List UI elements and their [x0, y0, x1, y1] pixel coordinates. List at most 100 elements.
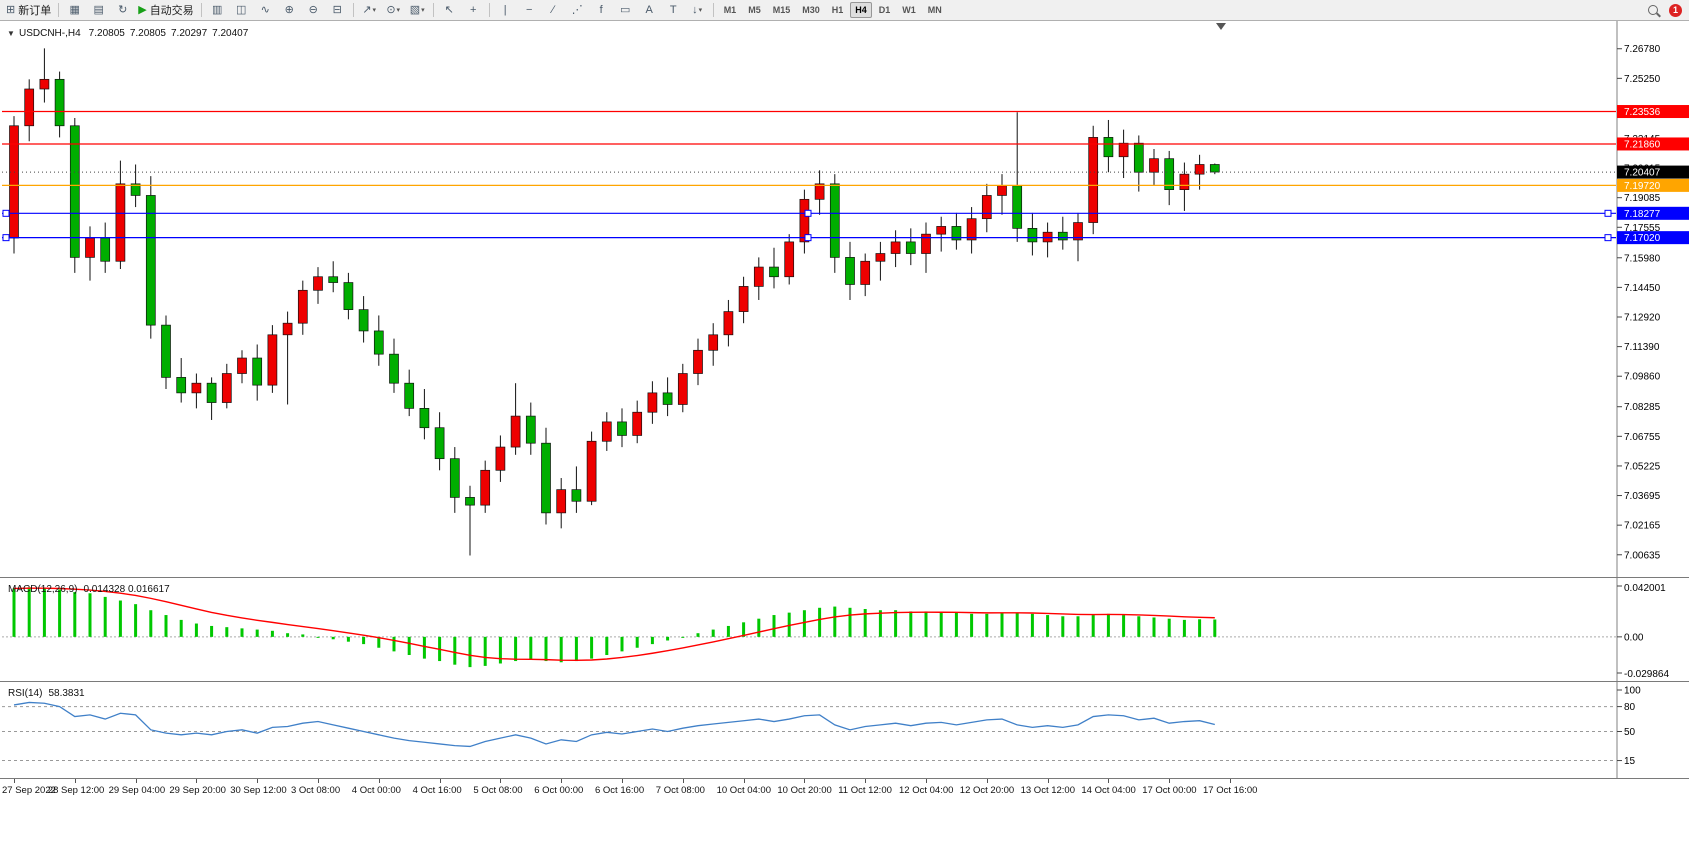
macd-axis-label: 0.042001 [1624, 583, 1666, 594]
timeframe-d1[interactable]: D1 [878, 5, 891, 15]
timeframe-m30[interactable]: M30 [802, 5, 820, 15]
rsi-pane[interactable]: 100 80 50 15 RSI(14) 58.3831 [0, 681, 1689, 778]
text-icon[interactable]: A [638, 1, 661, 20]
timeframe-m15[interactable]: M15 [772, 5, 791, 15]
macd-histogram-bar [711, 629, 715, 637]
cursor-icon[interactable]: ↖ [438, 1, 461, 20]
macd-histogram-bar [681, 636, 685, 638]
line-handle[interactable] [2, 234, 10, 242]
candle [677, 363, 688, 413]
trendline-glyph: ∕ [552, 3, 555, 16]
tile-windows-icon[interactable]: ⊟ [326, 1, 349, 20]
candle [541, 427, 551, 525]
price-tick-label: 7.02165 [1624, 521, 1661, 532]
time-axis-tick [74, 779, 76, 783]
macd-histogram-bar [620, 636, 624, 652]
arrows-glyph: ↓ [692, 3, 698, 16]
new-order-icon[interactable]: ⊞ 新订单 [3, 1, 54, 20]
time-label: 4 Oct 16:00 [412, 785, 462, 796]
timeframe-mn[interactable]: MN [927, 5, 942, 15]
zoom-out-icon[interactable]: ⊖ [302, 1, 325, 20]
trendline-icon[interactable]: ∕ [542, 1, 565, 20]
candle [1012, 112, 1023, 242]
toolbar-separator [432, 3, 434, 17]
equidistant-channel-icon[interactable]: ⋰ [566, 1, 589, 20]
notification-badge[interactable]: 1 [1669, 3, 1682, 17]
candle [434, 412, 445, 471]
candle-body [769, 266, 779, 278]
macd-histogram-bar [909, 611, 913, 637]
macd-histogram-bar [1182, 619, 1186, 637]
print-icon[interactable]: ▤ [87, 1, 110, 20]
vertical-line-icon[interactable]: | [494, 1, 517, 20]
chart-profile-icon[interactable]: ▦ [63, 1, 86, 20]
candle [525, 402, 536, 455]
tile-windows-glyph: ⊟ [332, 3, 342, 16]
candle [100, 222, 111, 273]
candle [419, 389, 430, 440]
arrows-icon[interactable]: ↓ ▾ [686, 1, 709, 20]
dropdown-caret-icon: ▾ [421, 7, 425, 14]
time-axis[interactable]: 27 Sep 2022 28 Sep 12:00 29 Sep 04:00 29 Se… [0, 778, 1689, 800]
candle-body [480, 469, 491, 506]
autotrade-icon[interactable]: ▶ 自动交易 [135, 1, 196, 20]
line-handle[interactable] [1604, 234, 1612, 242]
candle [693, 338, 703, 386]
time-label: 29 Sep 20:00 [169, 785, 226, 796]
time-label: 6 Oct 00:00 [534, 785, 584, 796]
macd-histogram-bar [696, 633, 700, 637]
timeframe-m1[interactable]: M1 [723, 5, 737, 15]
macd-histogram-bar [985, 613, 989, 637]
time-label: 7 Oct 08:00 [655, 785, 705, 796]
quote-high: 7.20805 [130, 28, 167, 39]
price-line-label-text: 7.18277 [1624, 209, 1661, 220]
timeframe-h1[interactable]: H1 [831, 5, 844, 15]
macd-histogram-bar [726, 625, 730, 637]
price-line-label [1617, 178, 1689, 192]
candlestick-chart-icon[interactable]: ◫ [230, 1, 253, 20]
chart-symbol-period: USDCNH-,H4 [19, 28, 81, 39]
line-handle[interactable] [1604, 209, 1612, 217]
shapes-icon[interactable]: ▭ [614, 1, 637, 20]
price-tick-label: 7.14450 [1624, 283, 1661, 294]
line-handle[interactable] [2, 209, 10, 217]
zoom-in-icon[interactable]: ⊕ [278, 1, 301, 20]
timeframe-h4[interactable]: H4 [850, 2, 872, 18]
candle [921, 222, 931, 273]
zoom-out-glyph: ⊖ [308, 3, 318, 16]
line-chart-icon[interactable]: ∿ [254, 1, 277, 20]
search-icon[interactable] [1641, 1, 1664, 20]
time-axis-tick [14, 779, 15, 783]
candle [860, 253, 871, 297]
price-chart-pane[interactable]: 7.267807.252507.221457.206157.190857.175… [0, 21, 1689, 577]
autotrade-glyph: ▶ [138, 3, 147, 16]
horizontal-line-icon[interactable]: − [518, 1, 541, 20]
indicators-icon[interactable]: ↗ ▾ [358, 1, 381, 20]
periods-icon[interactable]: ⊙ ▾ [382, 1, 405, 20]
macd-histogram-bar [149, 610, 153, 637]
macd-histogram-bar [225, 627, 229, 637]
candle [556, 478, 567, 529]
line-handle[interactable] [804, 234, 812, 242]
macd-pane[interactable]: 0.042001 0.00 -0.029864 MACD(12,26,9) 0.014… [0, 577, 1689, 681]
fibonacci-icon[interactable]: f [590, 1, 613, 20]
macd-histogram-bar [894, 610, 898, 637]
symbol-dropdown-icon[interactable]: ▼ [7, 29, 15, 38]
toolbar-separator [352, 3, 354, 17]
templates-icon[interactable]: ▧ ▾ [406, 1, 429, 20]
candle [449, 447, 460, 513]
text-glyph: A [645, 3, 653, 16]
candle-body [191, 382, 202, 394]
timeframe-w1[interactable]: W1 [902, 5, 916, 15]
crosshair-icon[interactable]: + [462, 1, 485, 20]
text-label-icon[interactable]: T [662, 1, 685, 20]
bar-chart-icon[interactable]: ▥ [206, 1, 229, 20]
line-handle[interactable] [804, 209, 812, 217]
candle [586, 431, 597, 506]
candle-body [282, 322, 293, 336]
refresh-icon[interactable]: ↻ [111, 1, 134, 20]
candle-body [799, 198, 810, 243]
equidistant-channel-glyph: ⋰ [571, 3, 583, 16]
timeframe-m5[interactable]: M5 [748, 5, 761, 15]
toolbar-separator [712, 3, 714, 17]
